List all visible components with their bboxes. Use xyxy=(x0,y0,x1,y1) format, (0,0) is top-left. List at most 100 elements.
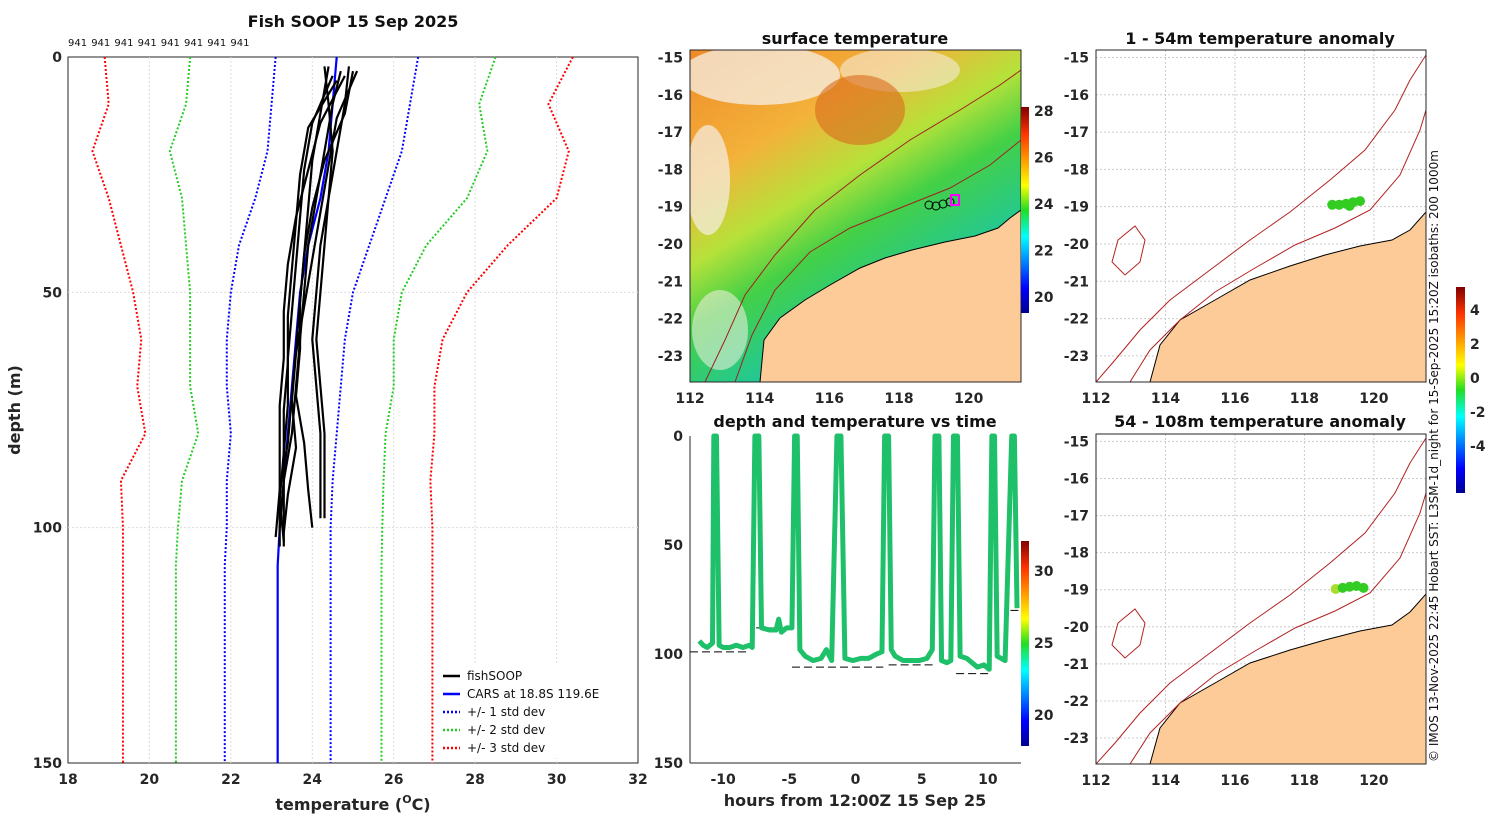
profile-series-m2 xyxy=(168,56,200,763)
colorbar-tick-label: 20 xyxy=(1034,290,1054,306)
anomaly1-isobath-1000 xyxy=(1096,54,1426,382)
sst-colorbar-ticks: 28 26 24 22 20 xyxy=(1034,104,1054,306)
x-tick-label: 118 xyxy=(884,391,913,407)
x-tick-label: 26 xyxy=(384,772,403,788)
y-tick-label: 150 xyxy=(33,756,62,772)
profile-lines xyxy=(91,56,574,763)
fish-profile xyxy=(278,75,334,547)
colorbar-tick-label: 25 xyxy=(1034,636,1053,652)
warm-patch xyxy=(815,75,905,145)
x-tick-label: 0 xyxy=(851,772,861,788)
x-tick-label: 120 xyxy=(954,391,983,407)
y-tick-label: -15 xyxy=(658,50,683,66)
cloud-mask-d xyxy=(692,290,748,370)
x-tick-label: 10 xyxy=(978,772,998,788)
profile-series-p2 xyxy=(380,56,497,763)
x-tick-label: 114 xyxy=(1151,391,1180,407)
side-credit: © IMOS 13-Nov-2025 22:45 Hobart SST: L3S… xyxy=(1427,150,1441,762)
anomaly1-axes-box xyxy=(1095,49,1427,383)
sst-track-marker xyxy=(950,194,960,206)
y-tick-label: -21 xyxy=(1064,657,1089,673)
anomaly2-island-contour xyxy=(1111,608,1146,659)
anomaly2-isobath-200 xyxy=(1129,492,1426,764)
x-tick-label: 114 xyxy=(1151,773,1180,789)
y-tick-label: -17 xyxy=(1064,509,1089,525)
x-tick-label: 116 xyxy=(1220,773,1249,789)
x-tick-label: 120 xyxy=(1359,773,1388,789)
profile-x-label: temperature (OC) xyxy=(275,793,430,814)
profile-x-ticks: 18 20 22 24 26 28 30 32 xyxy=(58,772,647,788)
profile-series-p3 xyxy=(429,56,574,763)
timeseries-colorbar xyxy=(1021,541,1029,746)
x-tick-label: 118 xyxy=(1290,391,1319,407)
timeseries-marks xyxy=(690,433,1021,675)
colorbar-tick-label: 28 xyxy=(1034,104,1053,120)
anomaly2-points xyxy=(1330,581,1369,594)
anomaly2-x-ticks: 112 114 116 118 120 xyxy=(1081,773,1388,789)
timeseries-y-ticks: 0 50 100 150 xyxy=(654,429,683,772)
y-tick-label: -16 xyxy=(658,88,683,104)
y-tick-label: -20 xyxy=(1064,620,1090,636)
anomaly-colorbar xyxy=(1456,287,1465,493)
y-tick-label: 0 xyxy=(52,50,62,66)
y-tick-label: -21 xyxy=(1064,274,1089,290)
y-tick-label: 50 xyxy=(664,538,684,554)
anomaly2-panel: 54 - 108m temperature anomaly 112 114 116 1… xyxy=(1064,412,1427,789)
x-tick-label: -10 xyxy=(710,772,736,788)
profile-count-label: 941 xyxy=(91,38,110,49)
y-tick-label: -17 xyxy=(1064,125,1089,141)
x-tick-label: 30 xyxy=(547,772,567,788)
legend-std1: +/- 1 std dev xyxy=(467,705,545,719)
sst-isobath-1000 xyxy=(704,69,1021,382)
x-tick-label: 20 xyxy=(140,772,160,788)
y-tick-label: -15 xyxy=(1064,50,1089,66)
profile-legend: fishSOOP CARS at 18.8S 119.6E +/- 1 std … xyxy=(436,664,632,758)
anomaly2-y-ticks: -15 -16 -17 -18 -19 -20 -21 -22 -23 xyxy=(1064,434,1090,747)
y-tick-label: -20 xyxy=(658,237,684,253)
y-tick-label: -19 xyxy=(1064,583,1089,599)
x-tick-label: 22 xyxy=(221,772,240,788)
x-tick-label: 116 xyxy=(815,391,844,407)
y-tick-label: -18 xyxy=(658,162,683,178)
anomaly1-title: 1 - 54m temperature anomaly xyxy=(1125,29,1395,48)
timeseries-colorbar-ticks: 30 25 20 xyxy=(1034,564,1054,724)
anomaly1-point xyxy=(1327,199,1338,210)
y-tick-label: -18 xyxy=(1064,546,1089,562)
colorbar-tick-label: 26 xyxy=(1034,151,1053,167)
x-tick-label: 118 xyxy=(1290,773,1319,789)
profile-top-labels: 941 941 941 941 941 941 941 941 xyxy=(68,38,249,49)
sst-colorbar xyxy=(1021,107,1029,313)
cloud-mask-a xyxy=(690,50,840,105)
y-tick-label: 100 xyxy=(654,647,683,663)
sst-land xyxy=(759,209,1021,382)
y-tick-label: -16 xyxy=(1064,471,1089,487)
y-tick-label: 0 xyxy=(673,429,683,445)
y-tick-label: 50 xyxy=(43,285,63,301)
profile-count-label: 941 xyxy=(184,38,203,49)
colorbar-tick-label: 30 xyxy=(1034,564,1054,580)
colorbar-tick-label: 24 xyxy=(1034,197,1054,213)
legend-std2: +/- 2 std dev xyxy=(467,723,545,737)
x-tick-label: -5 xyxy=(782,772,798,788)
profile-count-label: 941 xyxy=(161,38,180,49)
colorbar-tick-label: -4 xyxy=(1470,439,1486,455)
sst-track-dot xyxy=(938,199,948,209)
anomaly-colorbar-ticks: 4 2 0 -2 -4 xyxy=(1470,303,1486,455)
sst-track-dot xyxy=(924,200,934,210)
x-tick-label: 24 xyxy=(303,772,323,788)
y-tick-label: -22 xyxy=(658,312,683,328)
legend-cars: CARS at 18.8S 119.6E xyxy=(467,687,599,701)
anomaly1-island-contour xyxy=(1111,225,1146,276)
profile-title: Fish SOOP 15 Sep 2025 xyxy=(248,12,459,31)
anomaly1-points xyxy=(1327,196,1365,211)
fish-profile xyxy=(315,66,334,519)
y-tick-label: -15 xyxy=(1064,434,1089,450)
anomaly1-point xyxy=(1355,196,1365,207)
timeseries-panel: depth and temperature vs time -10 -5 0 5 10 … xyxy=(654,412,1054,810)
y-tick-label: -23 xyxy=(1064,349,1089,365)
timeseries-title: depth and temperature vs time xyxy=(713,412,996,431)
y-tick-label: -16 xyxy=(1064,88,1089,104)
fish-profile xyxy=(294,66,330,528)
profile-y-label: depth (m) xyxy=(5,365,24,455)
